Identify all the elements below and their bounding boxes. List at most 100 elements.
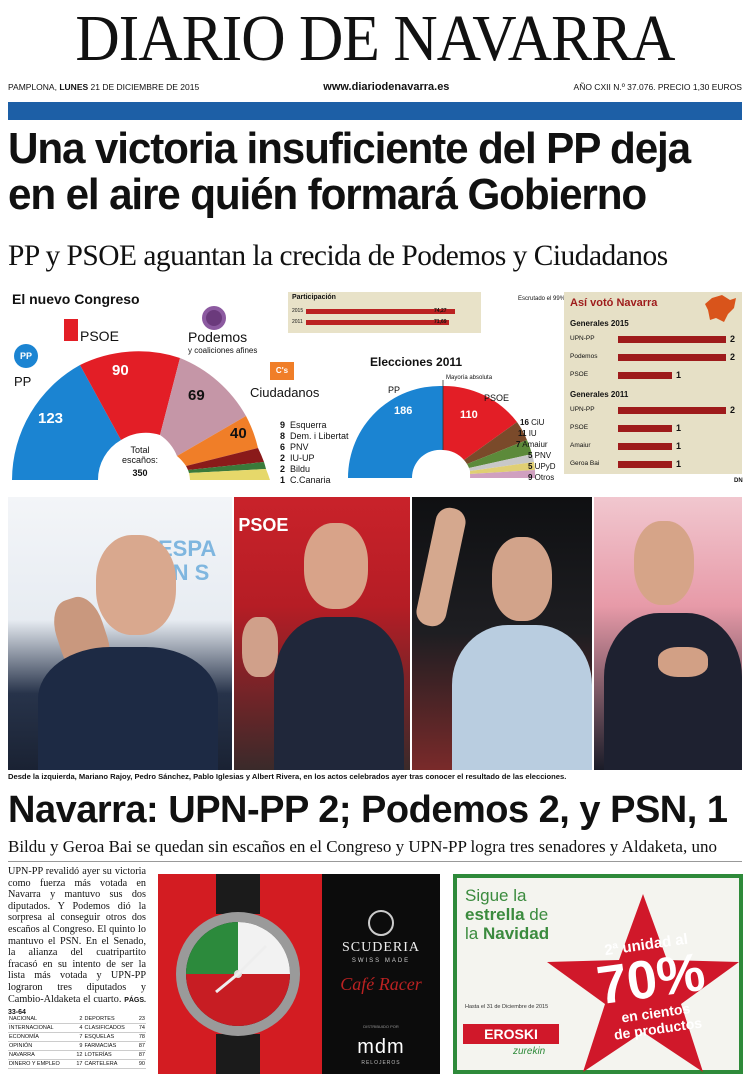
navarra-party: UPN-PP	[570, 406, 595, 413]
navarra-title: Así votó Navarra	[570, 297, 658, 309]
index-page: 4	[73, 1023, 84, 1033]
index-page: 7	[73, 1032, 84, 1042]
second-subhead: Bildu y Geroa Bai se quedan sin escaños …	[8, 837, 717, 856]
masthead-title: DIARIO DE NAVARRA	[75, 2, 675, 75]
story-pages[interactable]: PÁGS. 33-64	[8, 996, 146, 1017]
ad-line2b: de	[529, 905, 549, 924]
e2011-other-row: 5 UPyD	[528, 462, 556, 471]
ad-line3b: Navidad	[482, 924, 550, 943]
navarra-seats: 2	[730, 334, 736, 344]
e2011-other-seats: 11	[518, 429, 527, 438]
index-section: CARTELERA	[83, 1059, 136, 1069]
minor-party-row: 2 IU-UP	[280, 453, 315, 463]
minor-party-name: Bildu	[290, 464, 311, 474]
cs-logo-icon: C's	[270, 362, 294, 380]
photo-caption: Desde la izquierda, Mariano Rajoy, Pedro…	[8, 772, 567, 781]
ad-script: Café Racer	[340, 974, 422, 994]
index-page: 87	[135, 1050, 146, 1060]
participation-year: 2015	[292, 308, 304, 314]
e2011-majority: Mayoría absoluta	[446, 375, 493, 381]
index-row: INTERNACIONAL 4 CLASIFICADOS 74	[8, 1023, 146, 1033]
e2011-other-name: PNV	[532, 451, 552, 460]
index-section: DINERO Y EMPLEO	[8, 1059, 74, 1069]
g2011-title: Generales 2011	[570, 390, 629, 399]
ad-until: Hasta el 31 de Diciembre de 2015	[465, 1004, 549, 1010]
candidates-photo-strip: ESPA EN S PSOE	[8, 497, 742, 770]
participation-bar	[306, 320, 449, 325]
index-row: OPINIÓN 9 FARMACIAS 87	[8, 1041, 146, 1051]
e2011-other-row: 11 IU	[518, 429, 537, 438]
navarra-bar	[618, 372, 672, 379]
minor-party-row: 2 Bildu	[280, 464, 310, 474]
navarra-bar	[618, 443, 672, 450]
total-value: 350	[132, 468, 148, 478]
ad-maker: mdm	[357, 1036, 405, 1058]
index-page: 78	[135, 1032, 146, 1042]
second-headline[interactable]: Navarra: UPN-PP 2; Podemos 2, y PSN, 1	[8, 789, 728, 831]
scrutiny-note: Escrutado el 99%	[518, 296, 566, 302]
index-row: NACIONAL 2 DEPORTES 23	[8, 1015, 146, 1024]
podemos-segment	[160, 358, 246, 456]
e2011-other-row: 9 Otros	[528, 473, 554, 482]
lead-subhead: PP y PSOE aguantan la crecida de Podemos…	[8, 239, 668, 272]
e2011-pp-seats: 186	[394, 405, 413, 417]
minor-party-row: 9 Esquerra	[280, 420, 327, 430]
minor-party-seats: 2	[280, 453, 286, 463]
photo-sanchez[interactable]: PSOE	[234, 497, 410, 770]
e2011-other-seats: 5	[528, 451, 533, 460]
navarra-seats: 1	[676, 423, 682, 433]
minor-party-seats: 8	[280, 431, 286, 441]
e2011-psoe-label: PSOE	[484, 393, 510, 403]
cs-label: Ciudadanos	[250, 385, 320, 400]
eroski-ad[interactable]: Sigue la estrella de la Navidad 2ª unida…	[453, 874, 743, 1074]
podemos-label: Podemos	[188, 329, 248, 345]
minor-party-name: PNV	[290, 442, 309, 452]
navarra-story: UPN-PP revalidó ayer su victoria como fu…	[8, 866, 146, 1019]
index-section: OPINIÓN	[8, 1041, 74, 1051]
podemos-note: y coaliciones afines	[188, 346, 258, 355]
pp-label: PP	[14, 374, 32, 389]
psoe-sign: PSOE	[238, 515, 289, 535]
photo-iglesias[interactable]	[411, 497, 593, 770]
section-bar	[8, 102, 742, 120]
e2011-other-name: IU	[526, 429, 537, 438]
e2011-other-name: UPyD	[532, 462, 556, 471]
ad-brand: SCUDERIA	[341, 940, 420, 955]
watch-image	[176, 874, 300, 1074]
minor-party-seats: 1	[280, 475, 286, 485]
lead-headline[interactable]: Una victoria insuficiente del PP deja en…	[8, 124, 691, 219]
section-index: NACIONAL 2 DEPORTES 23 INTERNACIONAL 4 CLASIFI…	[8, 1015, 146, 1069]
participation-value: 71,69	[434, 319, 447, 325]
index-page: 74	[135, 1023, 146, 1033]
index-row: NAVARRA 12 LOTERÍAS 87	[8, 1050, 146, 1060]
minor-party-row: 8 Dem. i Libertat	[280, 431, 349, 441]
navarra-party: Geroa Bai	[570, 460, 600, 467]
participation-year: 2011	[292, 319, 303, 325]
photo-rajoy[interactable]: ESPA EN S	[8, 497, 233, 770]
index-section: DEPORTES	[83, 1015, 136, 1024]
dl-segment	[188, 462, 266, 473]
index-page: 12	[73, 1050, 84, 1060]
participation-bar	[306, 309, 455, 314]
navarra-party: UPN-PP	[570, 335, 595, 342]
e2011-other-row: 7 Amaiur	[516, 440, 548, 449]
navarra-map-icon	[705, 295, 736, 322]
minor-party-name: Esquerra	[290, 420, 327, 430]
index-section: FARMACIAS	[83, 1041, 136, 1051]
infographic-credit: DN	[734, 478, 743, 484]
website-link[interactable]: www.diariodenavarra.es	[323, 81, 450, 93]
navarra-bar	[618, 425, 672, 432]
navarra-box: Así votó Navarra Generales 2015 UPN-PP 2 P…	[564, 292, 742, 474]
ad-maker-sub: RELOJEROS	[361, 1060, 401, 1066]
e2011-other-seats: 9	[528, 473, 533, 482]
e2011-other-name: CiU	[528, 418, 545, 427]
navarra-party: Amaiur	[570, 442, 591, 449]
scuderia-ad[interactable]: SCUDERIA SWISS MADE Café Racer DISTRIBUI…	[158, 874, 440, 1074]
scuderia-logo-icon	[368, 910, 394, 936]
congress-title: El nuevo Congreso	[12, 291, 140, 307]
e2011-other-row: 16 CiU	[520, 418, 544, 427]
issue-info: AÑO CXII N.º 37.076. PRECIO 1,30 EUROS	[573, 82, 742, 92]
others-segment	[189, 469, 270, 480]
minor-party-name: IU-UP	[290, 453, 315, 463]
photo-rivera[interactable]	[594, 497, 742, 770]
